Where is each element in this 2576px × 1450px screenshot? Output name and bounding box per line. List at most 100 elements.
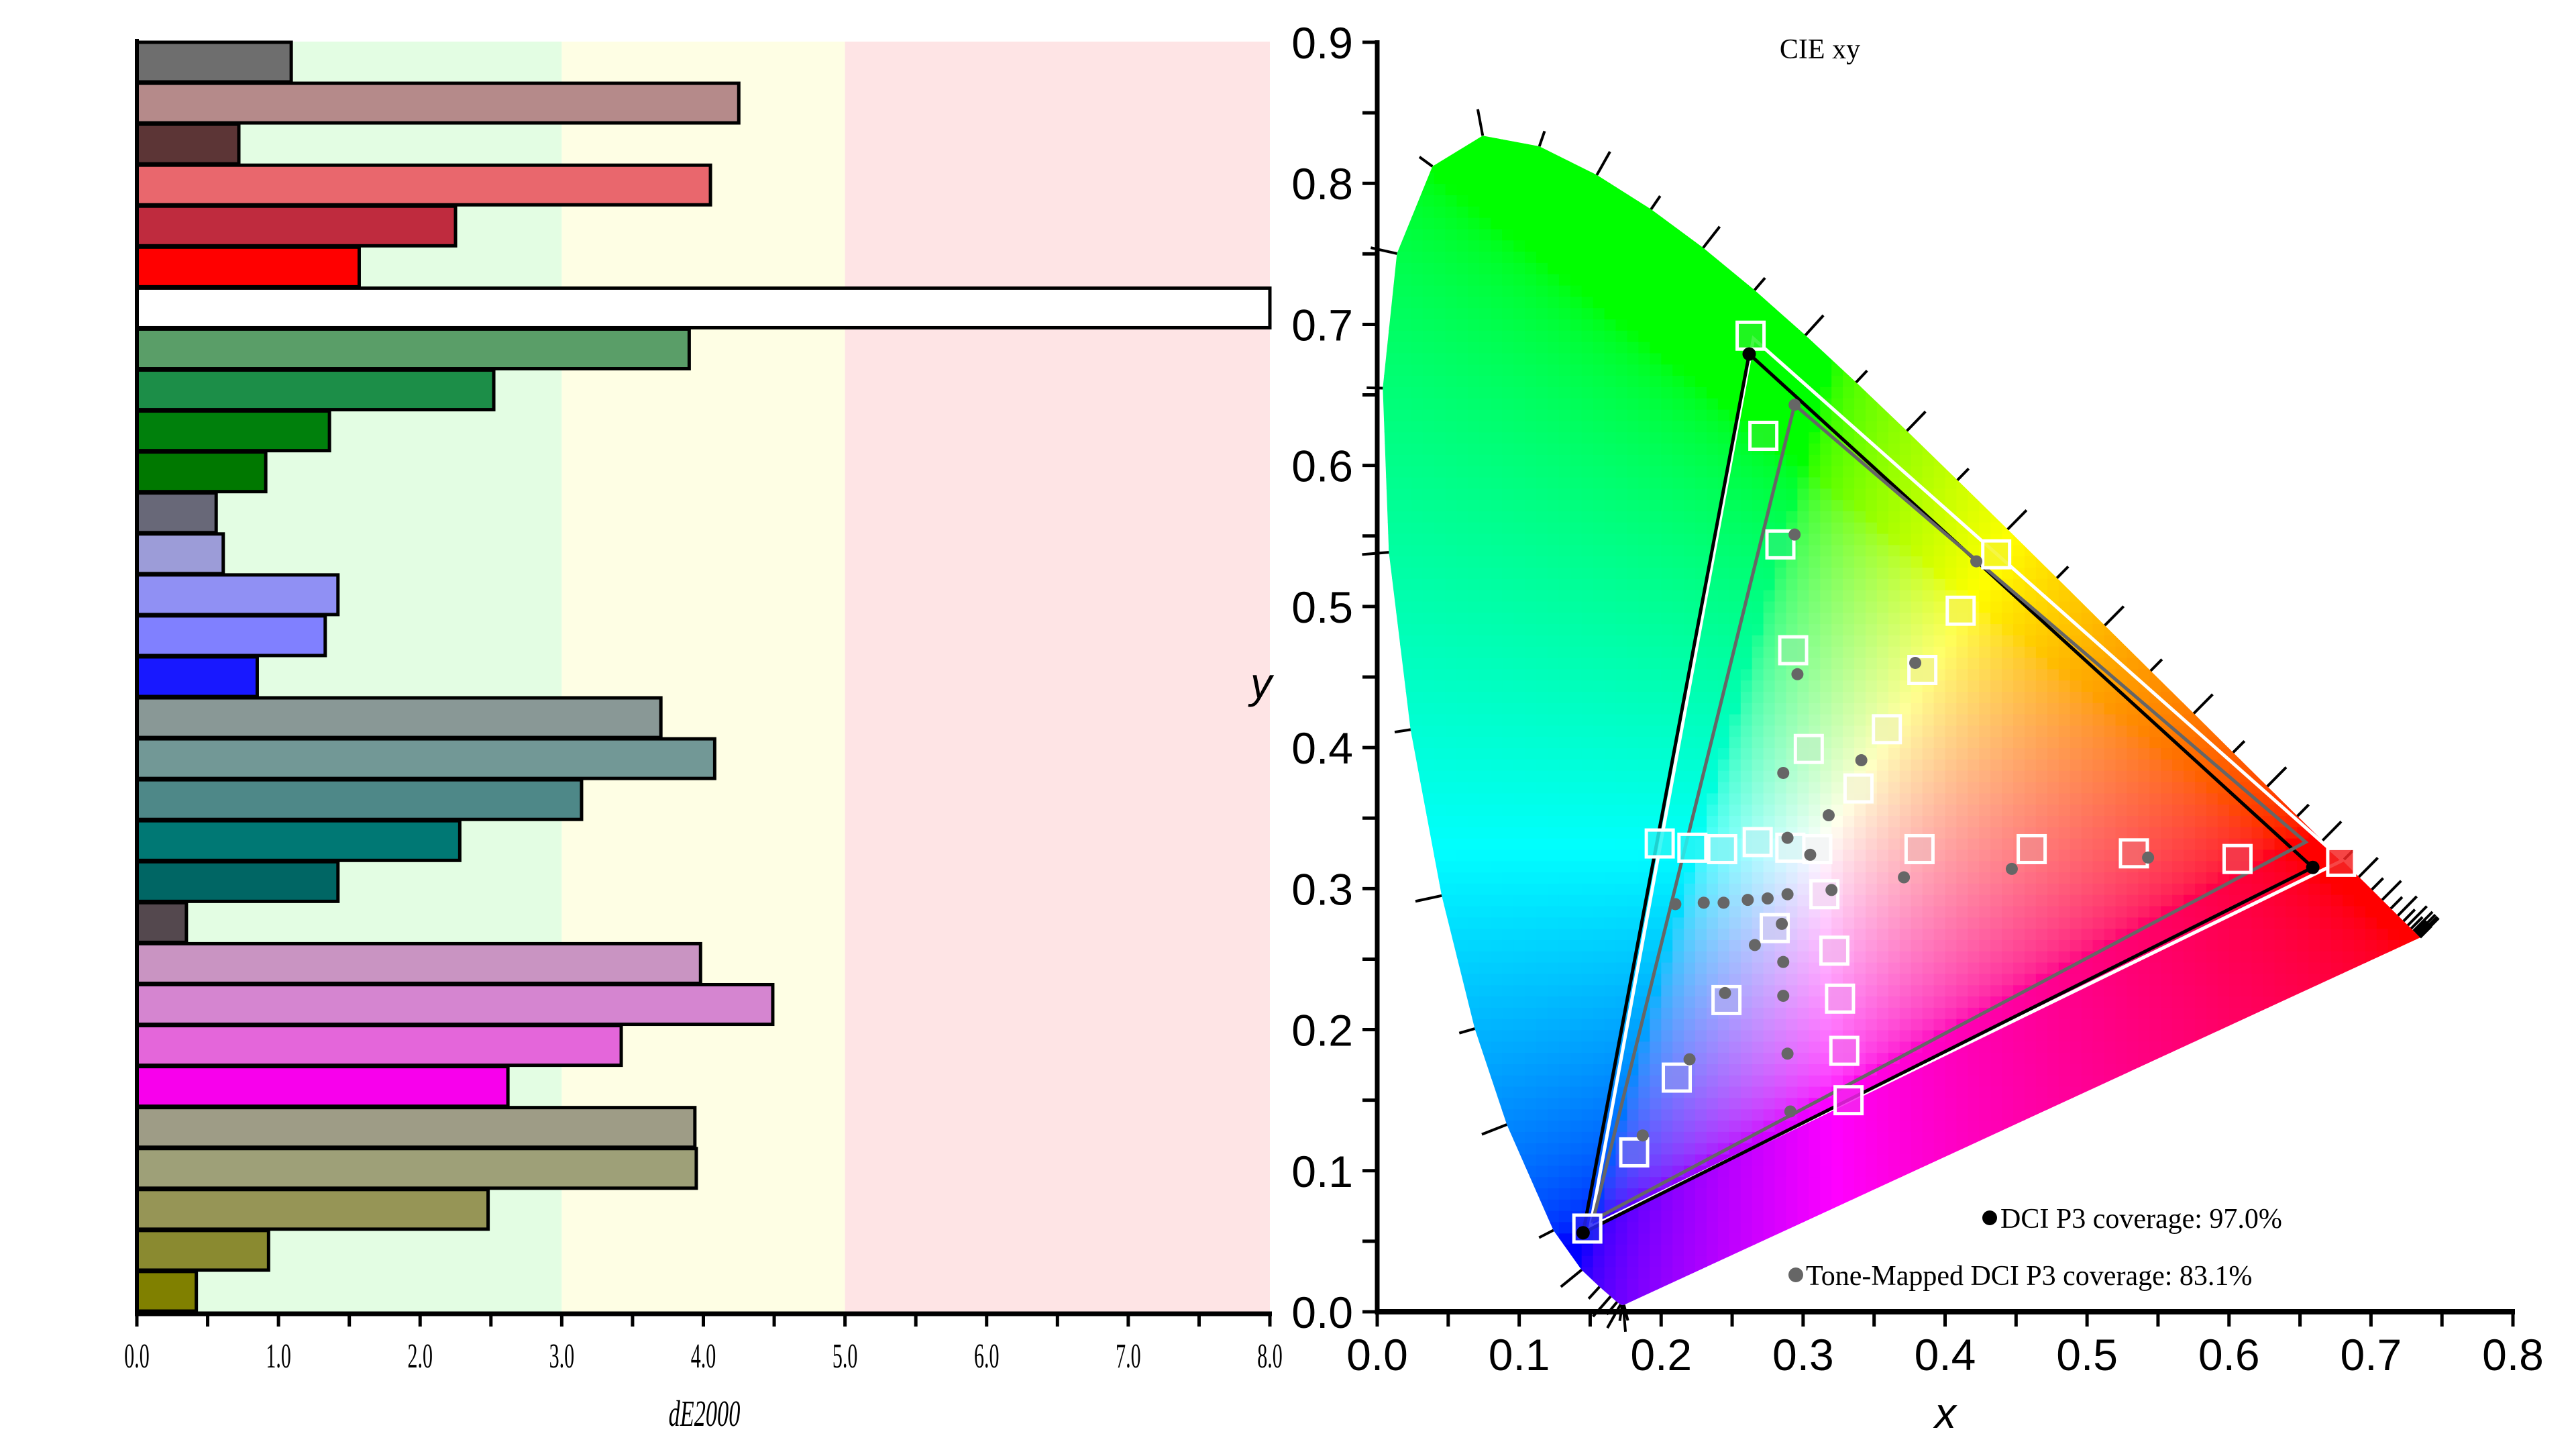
chromaticity-cell	[1672, 454, 1685, 466]
chromaticity-cell	[1661, 1221, 1674, 1234]
chromaticity-cell	[1548, 657, 1560, 670]
chromaticity-cell	[1502, 792, 1515, 805]
chromaticity-cell	[1843, 1188, 1855, 1200]
chromaticity-cell	[1536, 1108, 1548, 1121]
chromaticity-cell	[1752, 1018, 1764, 1031]
chromaticity-cell	[1468, 962, 1481, 974]
chromaticity-cell	[1456, 319, 1469, 331]
chromaticity-cell	[1695, 443, 1707, 455]
chromaticity-cell	[1445, 872, 1458, 884]
chromaticity-cell	[1525, 973, 1537, 986]
chromaticity-cell	[1684, 882, 1696, 895]
chromaticity-cell	[1854, 837, 1866, 850]
chromaticity-cell	[1866, 296, 1878, 309]
chromaticity-cell	[1456, 894, 1469, 907]
chromaticity-cell	[1774, 567, 1787, 579]
chromaticity-cell	[1570, 556, 1582, 568]
chromaticity-cell	[1809, 1198, 1821, 1211]
chromaticity-cell	[1684, 578, 1696, 590]
chromaticity-cell	[1502, 894, 1515, 907]
chromaticity-cell	[1593, 826, 1605, 839]
chromaticity-cell	[1558, 341, 1571, 354]
chromaticity-cell	[1717, 950, 1730, 963]
chromaticity-cell	[1468, 645, 1481, 658]
chromaticity-cell	[1661, 578, 1674, 590]
chromaticity-cell	[1581, 770, 1594, 782]
chromaticity-cell	[1661, 702, 1674, 715]
chromaticity-cell	[1548, 397, 1560, 410]
chromaticity-cell	[1422, 228, 1435, 241]
chromaticity-cell	[1809, 1120, 1821, 1132]
chromaticity-cell	[1627, 1108, 1640, 1121]
chromaticity-cell	[1434, 1244, 1446, 1256]
chromaticity-cell	[1763, 476, 1776, 489]
chromaticity-cell	[1593, 680, 1605, 692]
chromaticity-cell	[1740, 973, 1753, 986]
chromaticity-cell	[1411, 849, 1424, 862]
chromaticity-cell	[1411, 1278, 1424, 1290]
chromaticity-cell	[1650, 680, 1662, 692]
chromaticity-cell	[1479, 804, 1492, 816]
chromaticity-cell	[1434, 668, 1446, 681]
chromaticity-cell	[1774, 195, 1787, 207]
chromaticity-cell	[1479, 205, 1492, 218]
chromaticity-cell	[1854, 1244, 1866, 1256]
chromaticity-cell	[1593, 815, 1605, 827]
chromaticity-cell	[1525, 138, 1537, 150]
chromaticity-cell	[1536, 747, 1548, 760]
chromaticity-cell	[1729, 578, 1741, 590]
chromaticity-cell	[1809, 984, 1821, 997]
chromaticity-cell	[1399, 680, 1412, 692]
chromaticity-cell	[1536, 1153, 1548, 1166]
chromaticity-cell	[1593, 544, 1605, 557]
chromaticity-cell	[1820, 386, 1833, 399]
chromaticity-cell	[1786, 476, 1799, 489]
chromaticity-cell	[1740, 1120, 1753, 1132]
chromaticity-cell	[1491, 544, 1503, 557]
chromaticity-cell	[1525, 397, 1537, 410]
chromaticity-cell	[1740, 296, 1753, 309]
chromaticity-cell	[1876, 138, 1889, 150]
chromaticity-cell	[1570, 747, 1582, 760]
chromaticity-cell	[1695, 533, 1707, 546]
chromaticity-cell	[1786, 273, 1799, 286]
chromaticity-cell	[1729, 544, 1741, 557]
chromaticity-cell	[1491, 228, 1503, 241]
chromaticity-cell	[1627, 240, 1640, 252]
chromaticity-cell	[1831, 172, 1844, 185]
chromaticity-cell	[1525, 702, 1537, 715]
chromaticity-cell	[1399, 205, 1412, 218]
chromaticity-cell	[1422, 397, 1435, 410]
chromaticity-cell	[1627, 521, 1640, 534]
bar-26	[137, 1065, 510, 1108]
chromaticity-cell	[1388, 476, 1401, 489]
chromaticity-cell	[1786, 713, 1799, 726]
chromaticity-cell	[1422, 770, 1435, 782]
chromaticity-cell	[1876, 544, 1889, 557]
chromaticity-cell	[1536, 634, 1548, 647]
chromaticity-cell	[1797, 1142, 1810, 1155]
chromaticity-cell	[1422, 736, 1435, 749]
chromaticity-cell	[1445, 612, 1458, 625]
chromaticity-cell	[1399, 296, 1412, 309]
chromaticity-cell	[1604, 984, 1617, 997]
chromaticity-cell	[1399, 1006, 1412, 1019]
chromaticity-cell	[1695, 138, 1707, 150]
chromaticity-cell	[1525, 1086, 1537, 1098]
chromaticity-cell	[1491, 758, 1503, 771]
bar-30	[137, 1229, 270, 1272]
chromaticity-cell	[1558, 792, 1571, 805]
chromaticity-cell	[1491, 736, 1503, 749]
chromaticity-cell	[1593, 488, 1605, 501]
chromaticity-cell	[1536, 668, 1548, 681]
chromaticity-cell	[1740, 645, 1753, 658]
chromaticity-cell	[1876, 217, 1889, 229]
chromaticity-cell	[1491, 725, 1503, 737]
chromaticity-cell	[1888, 431, 1900, 444]
chromaticity-cell	[1866, 409, 1878, 421]
chromaticity-cell	[1638, 544, 1651, 557]
chromaticity-cell	[1456, 826, 1469, 839]
chromaticity-cell	[1558, 352, 1571, 365]
chromaticity-cell	[1876, 160, 1889, 173]
chromaticity-cell	[1831, 657, 1844, 670]
